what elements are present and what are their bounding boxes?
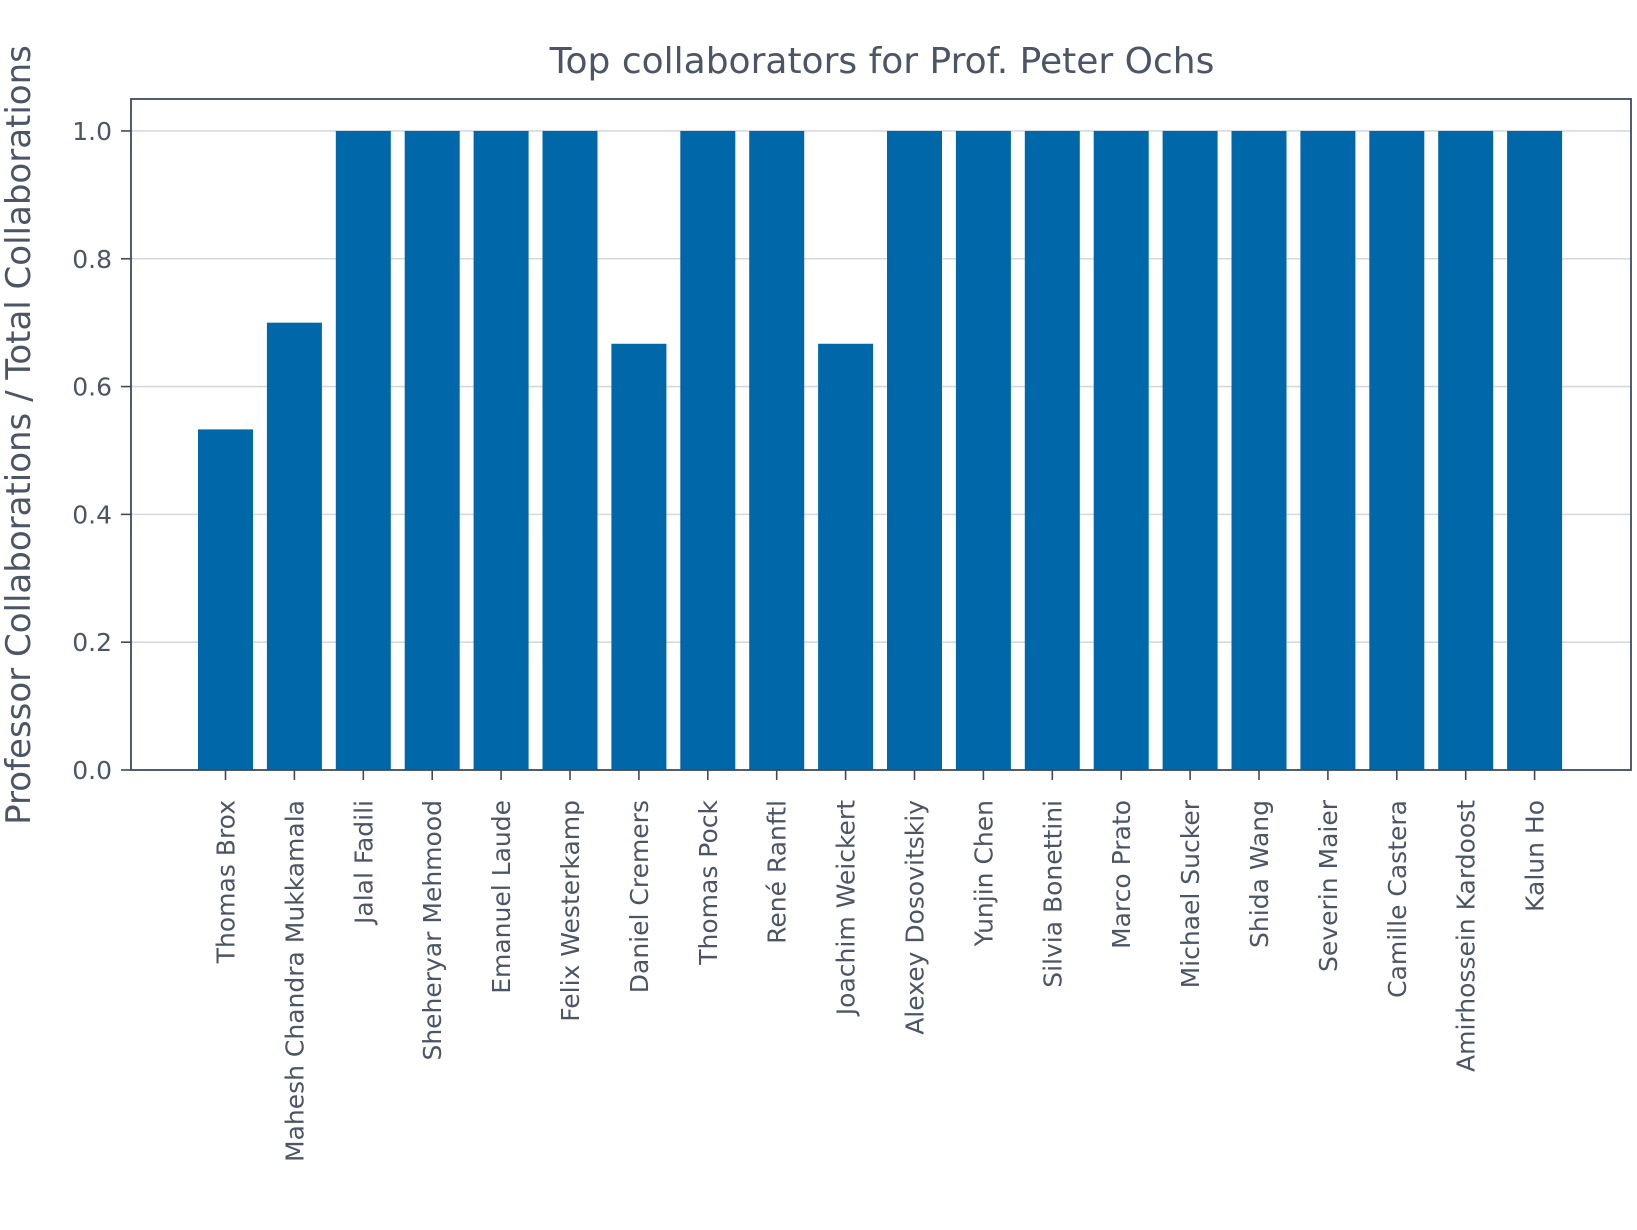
x-tick-label: Emanuel Laude (487, 800, 516, 994)
bar (887, 130, 942, 770)
x-tick-label: Thomas Pock (694, 799, 723, 965)
y-tick-label: 0.6 (72, 373, 112, 402)
bar (680, 130, 736, 770)
bar (335, 130, 391, 770)
x-tick-label: Shida Wang (1245, 800, 1274, 948)
y-axis-label: Professor Collaborations / Total Collabo… (0, 45, 39, 825)
bar (404, 130, 460, 770)
y-tick-label: 0.4 (72, 500, 112, 529)
y-tick-label: 0.2 (72, 628, 112, 657)
x-tick-label: Felix Westerkamp (556, 800, 585, 1022)
bar (266, 322, 322, 770)
y-tick-label: 1.0 (72, 117, 112, 146)
bar (1024, 130, 1080, 770)
x-tick-label: René Ranftl (763, 800, 792, 944)
x-tick-label: Daniel Cremers (625, 800, 654, 993)
x-tick-label: Thomas Brox (212, 800, 241, 964)
bar (1231, 130, 1287, 770)
chart-title: Top collaborators for Prof. Peter Ochs (549, 41, 1215, 82)
x-tick-label: Marco Prato (1107, 800, 1136, 949)
bar (542, 130, 598, 770)
x-tick-label: Amirhossein Kardoost (1452, 800, 1481, 1072)
x-tick-label: Silvia Bonettini (1038, 800, 1067, 988)
x-tick-label: Yunjin Chen (969, 800, 998, 947)
y-tick-label: 0.8 (72, 245, 112, 274)
plot-area-frame (130, 98, 1632, 771)
bar (1438, 130, 1494, 770)
x-tick-label: Jalal Fadili (349, 800, 378, 926)
x-tick-label: Joachim Weickert (832, 800, 861, 1017)
x-tick-label: Severin Maier (1314, 799, 1343, 972)
x-tick-label: Kalun Ho (1521, 800, 1550, 912)
bar (611, 343, 667, 770)
bar (473, 130, 529, 770)
x-tick-label: Mahesh Chandra Mukkamala (280, 800, 309, 1162)
x-tick-label: Camille Castera (1383, 800, 1412, 998)
x-axis-ticks: Thomas Brox Mahesh Chandra Mukkamala Jalal… (212, 770, 1550, 1162)
bar (749, 130, 805, 770)
bar (198, 429, 253, 770)
y-axis-ticks: 0.0 0.2 0.4 0.6 0.8 1.0 (72, 117, 131, 785)
bar (1507, 130, 1563, 770)
bars (198, 130, 1563, 770)
x-tick-label: Michael Sucker (1176, 799, 1205, 988)
y-tick-label: 0.0 (72, 756, 112, 785)
x-tick-label: Sheheryar Mehmood (418, 800, 447, 1061)
bar (955, 130, 1011, 770)
bar (1369, 130, 1425, 770)
bar (1300, 130, 1356, 770)
bar (818, 343, 874, 770)
bar (1093, 130, 1149, 770)
bar (1162, 130, 1218, 770)
x-tick-label: Alexey Dosovitskiy (901, 800, 930, 1035)
